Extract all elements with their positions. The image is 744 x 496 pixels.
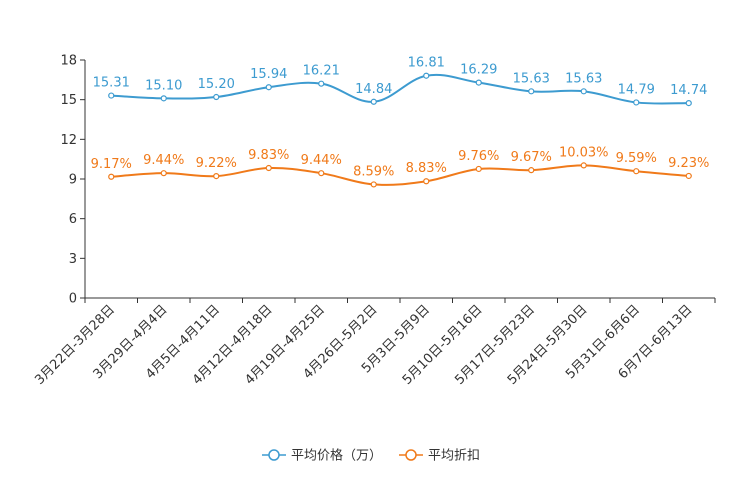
legend-item-2[interactable]: 平均折扣	[399, 449, 480, 464]
data-point[interactable]	[160, 95, 167, 102]
data-label: 14.84	[355, 82, 392, 97]
data-point[interactable]	[265, 164, 272, 172]
y-tick-label: 18	[60, 54, 77, 69]
series-1: 15.31 15.10 15.20 15.94 16.21 14.84 16.81 16.29…	[93, 56, 707, 107]
data-point[interactable]	[580, 88, 587, 95]
data-label: 9.22%	[196, 156, 237, 171]
data-label: 14.79	[618, 82, 655, 97]
data-label: 15.63	[565, 71, 602, 86]
data-point[interactable]	[213, 172, 220, 180]
data-label: 16.29	[460, 63, 497, 78]
legend-item-1[interactable]: 平均价格（万）	[262, 448, 382, 464]
y-tick-label: 12	[60, 133, 77, 148]
data-label: 15.31	[93, 76, 130, 91]
y-tick-label: 3	[69, 252, 77, 267]
legend-label: 平均折扣	[428, 449, 480, 464]
data-label: 10.03%	[559, 145, 609, 160]
series-line	[111, 73, 689, 105]
data-point[interactable]	[528, 88, 535, 95]
data-label: 9.59%	[616, 151, 657, 166]
data-label: 8.83%	[406, 161, 447, 176]
data-point[interactable]	[318, 170, 325, 177]
data-point[interactable]	[160, 170, 167, 177]
legend-marker-icon	[405, 449, 417, 461]
data-point[interactable]	[685, 172, 692, 180]
data-label: 15.63	[513, 71, 550, 86]
legend-label: 平均价格（万）	[291, 448, 382, 464]
data-point[interactable]	[318, 80, 325, 87]
data-point[interactable]	[475, 79, 482, 86]
data-point[interactable]	[370, 181, 377, 188]
y-tick-label: 15	[60, 93, 77, 108]
data-label: 15.10	[145, 78, 182, 93]
data-label: 9.44%	[301, 153, 342, 168]
data-label: 9.44%	[143, 153, 184, 168]
legend[interactable]: 平均价格（万） 平均折扣	[262, 448, 480, 464]
data-label: 9.76%	[458, 149, 499, 164]
data-label: 9.67%	[511, 150, 552, 165]
data-point[interactable]	[370, 98, 377, 105]
data-point[interactable]	[213, 93, 220, 101]
legend-marker-icon	[268, 449, 280, 461]
data-label: 15.94	[250, 67, 287, 82]
data-label: 8.59%	[353, 164, 394, 179]
data-label: 9.17%	[91, 157, 132, 172]
data-label: 14.74	[670, 83, 707, 98]
series-layer: 15.31 15.10 15.20 15.94 16.21 14.84 16.81 16.29…	[91, 56, 709, 188]
series-2: 9.17% 9.44% 9.22% 9.83% 9.44% 8.59% 8.83% 9.76%…	[91, 145, 709, 188]
data-point[interactable]	[580, 162, 587, 169]
data-point[interactable]	[423, 72, 430, 79]
data-point[interactable]	[528, 167, 535, 174]
data-point[interactable]	[265, 84, 272, 91]
data-point[interactable]	[423, 178, 430, 185]
data-point[interactable]	[475, 165, 482, 173]
y-tick-label: 0	[69, 292, 77, 307]
data-point[interactable]	[633, 99, 640, 106]
data-label: 15.20	[198, 77, 235, 92]
data-point[interactable]	[685, 100, 692, 107]
series-line	[111, 164, 689, 186]
data-label: 16.81	[408, 56, 445, 71]
y-tick-label: 6	[69, 212, 77, 227]
data-label: 16.21	[303, 64, 340, 79]
data-point[interactable]	[108, 92, 115, 99]
y-tick-label: 9	[69, 173, 77, 188]
data-label: 9.83%	[248, 148, 289, 163]
data-point[interactable]	[633, 168, 640, 175]
data-point[interactable]	[108, 173, 115, 180]
data-label: 9.23%	[668, 156, 709, 171]
